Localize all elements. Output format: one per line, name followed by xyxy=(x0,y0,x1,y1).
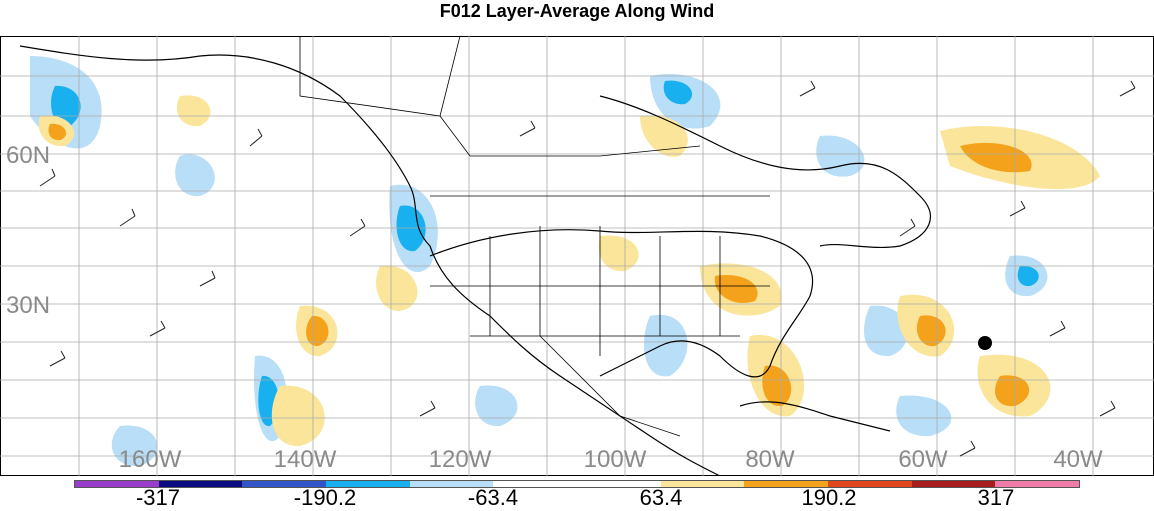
lon-label-140w: 140W xyxy=(273,446,337,473)
lon-label-100w: 100W xyxy=(583,446,647,473)
colorbar-swatch xyxy=(493,481,578,487)
colorbar-swatch xyxy=(409,481,494,487)
lon-label-40w: 40W xyxy=(1053,446,1103,473)
political-boundaries xyxy=(299,36,770,437)
colorbar xyxy=(74,480,1080,488)
lon-label-120w: 120W xyxy=(428,446,492,473)
map-panel xyxy=(0,36,1154,476)
lon-label-60w: 60W xyxy=(898,446,948,473)
colorbar-swatch xyxy=(911,481,996,487)
colorbar-tick: -63.4 xyxy=(467,485,519,510)
colorbar-swatch xyxy=(744,481,829,487)
coastlines xyxy=(19,45,931,476)
location-marker xyxy=(978,336,992,350)
lon-label-80w: 80W xyxy=(745,446,795,473)
colorbar-tick: -317 xyxy=(135,485,181,510)
colorbar-swatch xyxy=(660,481,745,487)
lat-label-60n: 60N xyxy=(6,142,51,169)
map-frame xyxy=(0,36,1154,476)
colorbar-swatch xyxy=(242,481,327,487)
colorbar-swatch xyxy=(995,481,1080,487)
positive-anomaly-core xyxy=(48,123,1032,407)
chart-title: F012 Layer-Average Along Wind xyxy=(439,1,715,21)
colorbar-swatch xyxy=(75,481,159,487)
colorbar-tick: 190.2 xyxy=(801,485,857,510)
colorbar-swatch xyxy=(577,481,661,487)
lon-label-160w: 160W xyxy=(118,446,182,473)
colorbar-swatch xyxy=(326,481,410,487)
colorbar-tick: -190.2 xyxy=(293,485,357,510)
colorbar-tick: 317 xyxy=(977,485,1015,510)
colorbar-swatch xyxy=(158,481,243,487)
colorbar-swatch xyxy=(828,481,912,487)
colorbar-tick: 63.4 xyxy=(639,485,683,510)
wind-barbs xyxy=(39,80,1136,457)
lat-label-30n: 30N xyxy=(6,292,51,319)
